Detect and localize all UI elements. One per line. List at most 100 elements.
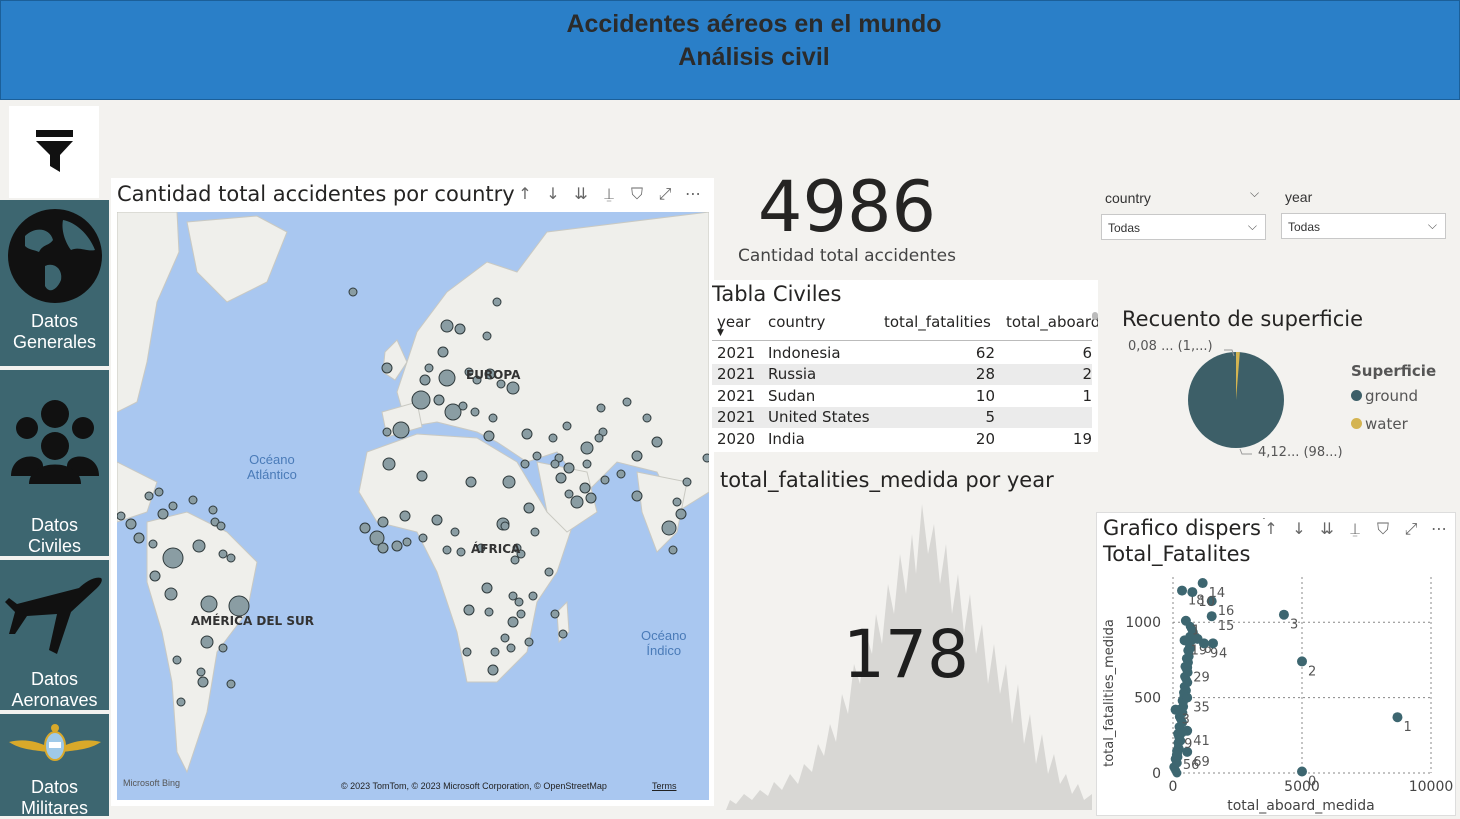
scatter-point-cluster[interactable] — [1172, 768, 1182, 778]
col-header-fatalities[interactable]: total_fatalities — [884, 313, 991, 331]
expand-next-level-icon[interactable]: ⇊ — [1320, 519, 1334, 538]
map-bubble[interactable] — [162, 547, 184, 569]
map-bubble[interactable] — [444, 403, 462, 421]
map-bubble[interactable] — [431, 514, 443, 526]
map-bubble[interactable] — [492, 297, 502, 307]
map-bubble[interactable] — [594, 433, 604, 443]
expand-all-icon[interactable]: ⍊ — [604, 184, 614, 203]
visual-filter-icon[interactable]: ⛉ — [630, 184, 643, 203]
pie-visual[interactable]: Recuento de superficie 0,08 ... (1,...) … — [1100, 300, 1455, 480]
visual-filter-icon[interactable]: ⛉ — [1376, 519, 1389, 538]
map-bubble[interactable] — [510, 555, 520, 565]
map-bubble[interactable] — [228, 595, 250, 617]
map-bubble[interactable] — [642, 413, 652, 423]
pie-chart[interactable] — [1100, 336, 1350, 466]
map-bubble[interactable] — [208, 505, 218, 515]
map-bubble[interactable] — [382, 427, 392, 437]
map-bubble[interactable] — [149, 570, 161, 582]
map-bubble[interactable] — [168, 501, 178, 511]
scatter-point[interactable] — [1171, 749, 1182, 760]
map-bubble[interactable] — [200, 595, 218, 613]
map-bubble[interactable] — [392, 421, 410, 439]
legend-item-ground[interactable]: ground — [1351, 387, 1418, 405]
scatter-point[interactable] — [1182, 746, 1193, 757]
map-visual[interactable]: Cantidad total accidentes por country ↑ … — [111, 178, 714, 806]
tabla-civiles-visual[interactable]: Tabla Civiles year ▼ country total_fatal… — [712, 280, 1098, 452]
table-row[interactable]: 2021 Sudan 10 1 — [717, 386, 1092, 405]
focus-mode-icon[interactable]: ⤢ — [658, 184, 672, 203]
map-terms-link[interactable]: Terms — [652, 781, 677, 791]
map-bubble[interactable] — [661, 520, 677, 536]
table-row[interactable]: 2020 India 20 19 — [717, 429, 1092, 448]
map-bubble[interactable] — [359, 522, 371, 534]
map-bubble[interactable] — [416, 470, 428, 482]
more-options-icon[interactable]: ⋯ — [685, 184, 701, 203]
nav-datos-aeronaves[interactable]: Datos Aeronaves — [0, 560, 109, 710]
map-bubble[interactable] — [476, 543, 486, 553]
map-bubble[interactable] — [454, 323, 466, 335]
map-bubble[interactable] — [482, 331, 492, 341]
map-bubble[interactable] — [216, 521, 226, 531]
map-bubble[interactable] — [464, 367, 474, 377]
scatter-point-cluster[interactable] — [1173, 738, 1183, 748]
map-bubble[interactable] — [516, 549, 526, 559]
map-bubble[interactable] — [481, 582, 493, 594]
map-bubble[interactable] — [532, 451, 542, 461]
map-bubble[interactable] — [176, 697, 186, 707]
map-bubble[interactable] — [548, 433, 558, 443]
map-bubble[interactable] — [490, 647, 500, 657]
scatter-point[interactable] — [1278, 609, 1289, 620]
scatter-point[interactable] — [1198, 638, 1209, 649]
map-bubble[interactable] — [117, 511, 126, 521]
scatter-point[interactable] — [1297, 766, 1307, 777]
map-bubble[interactable] — [675, 508, 687, 520]
map-bubble[interactable] — [381, 362, 393, 374]
map-bubble[interactable] — [196, 667, 206, 677]
map-bubble[interactable] — [550, 609, 560, 619]
scatter-point-cluster[interactable] — [1178, 718, 1188, 728]
map-bubble[interactable] — [672, 497, 682, 507]
map-bubble[interactable] — [523, 502, 535, 514]
map-bubble[interactable] — [500, 633, 510, 643]
map-bubble[interactable] — [411, 390, 431, 410]
col-header-year[interactable]: year — [717, 313, 751, 331]
map-bubble[interactable] — [424, 363, 434, 373]
table-row[interactable]: 2021 Russia 28 2 — [712, 363, 1092, 385]
map-bubble[interactable] — [188, 495, 198, 505]
map-bubble[interactable] — [456, 547, 466, 557]
scatter-point[interactable] — [1297, 656, 1307, 667]
map-bubble[interactable] — [418, 533, 428, 543]
scatter-point[interactable] — [1206, 596, 1217, 607]
world-map[interactable] — [117, 212, 709, 800]
map-bubble[interactable] — [500, 521, 510, 531]
map-bubble[interactable] — [157, 508, 169, 520]
map-bubble[interactable] — [472, 375, 482, 385]
map-bubble[interactable] — [550, 459, 560, 469]
map-bubble[interactable] — [465, 476, 477, 488]
scatter-point[interactable] — [1180, 615, 1191, 626]
map-bubble[interactable] — [377, 516, 389, 528]
map-bubble[interactable] — [399, 510, 411, 522]
map-bubble[interactable] — [348, 287, 358, 297]
scatter-point-cluster[interactable] — [1184, 647, 1194, 657]
map-bubble[interactable] — [562, 421, 572, 431]
map-bubble[interactable] — [450, 527, 460, 537]
map-bubble[interactable] — [506, 643, 516, 653]
scatter-point-cluster[interactable] — [1172, 758, 1182, 768]
map-bubble[interactable] — [616, 469, 626, 479]
scatter-point-cluster[interactable] — [1183, 678, 1193, 688]
nav-datos-civiles[interactable]: Datos Civiles — [0, 370, 109, 556]
scatter-point-cluster[interactable] — [1178, 708, 1188, 718]
map-bubble[interactable] — [154, 487, 164, 497]
focus-mode-icon[interactable]: ⤢ — [1404, 519, 1418, 538]
map-bubble[interactable] — [507, 616, 519, 628]
map-bubble[interactable] — [651, 436, 663, 448]
map-bubble[interactable] — [133, 532, 145, 544]
slicer-year-dropdown[interactable]: Todas ⌵ — [1281, 213, 1446, 239]
map-bubble[interactable] — [582, 459, 592, 469]
legend-item-water[interactable]: water — [1351, 415, 1408, 433]
map-bubble[interactable] — [596, 403, 606, 413]
map-bubble[interactable] — [544, 567, 554, 577]
drill-up-icon[interactable]: ↑ — [1264, 519, 1278, 538]
expand-next-level-icon[interactable]: ⇊ — [574, 184, 588, 203]
